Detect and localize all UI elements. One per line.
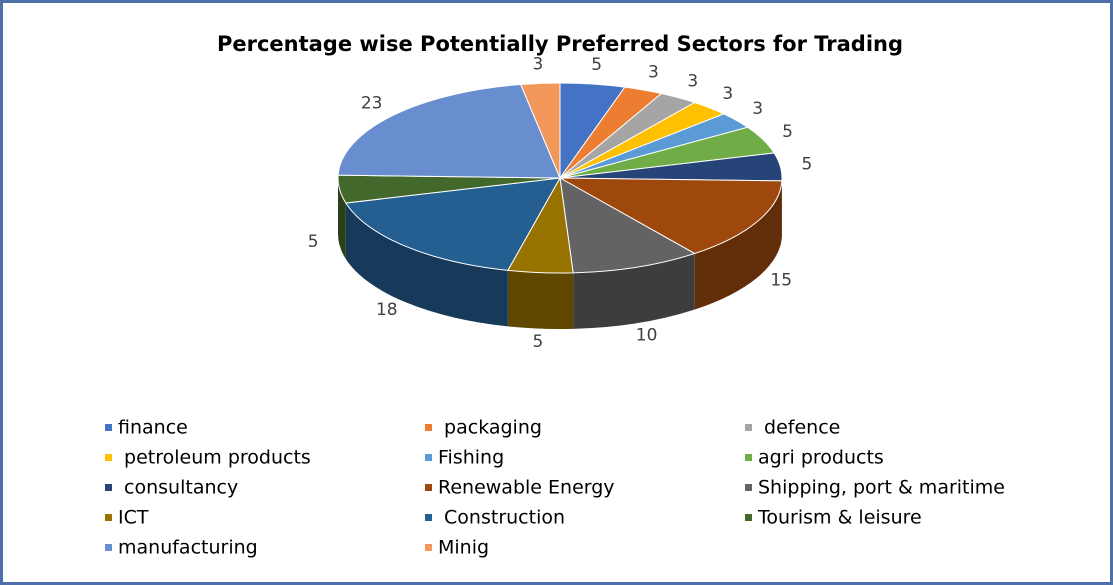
legend-swatch [745,514,752,521]
slice-side [573,253,695,329]
slice-side [507,270,574,329]
legend-swatch [745,424,752,431]
legend-swatch [105,454,112,461]
data-label: 5 [591,55,602,75]
legend-label: finance [118,417,188,439]
slice-side [345,203,508,327]
legend-label: ICT [118,507,149,529]
legend-swatch [105,544,112,551]
legend-label: Renewable Energy [438,477,615,499]
slice-side [338,178,346,260]
legend-label: defence [758,417,840,439]
legend-label: packaging [438,417,542,439]
legend-label: manufacturing [118,537,258,559]
data-label: 3 [752,99,763,119]
legend-label: consultancy [118,477,238,499]
legend-swatch [745,484,752,491]
legend-label: Construction [438,507,565,529]
data-label: 3 [533,54,544,74]
legend-label: petroleum products [118,447,311,469]
data-label: 10 [636,325,658,345]
legend-swatch [105,514,112,521]
legend-swatch [745,454,752,461]
legend-label: agri products [758,447,884,469]
slice [337,83,561,179]
data-label: 3 [648,62,659,82]
slice [520,82,561,179]
data-label: 5 [801,155,812,175]
data-label: 23 [361,94,383,114]
data-label: 15 [770,270,792,290]
data-label: 3 [687,72,698,92]
slice [559,177,696,274]
data-label: 3 [722,84,733,104]
legend-swatch [425,514,432,521]
legend-swatch [425,454,432,461]
data-label: 5 [782,122,793,142]
legend-swatch [425,424,432,431]
data-label: 18 [376,300,398,320]
data-label: 5 [308,232,319,252]
legend-label: Tourism & leisure [757,507,922,529]
legend-swatch [425,544,432,551]
legend-swatch [105,424,112,431]
slice-side [694,180,782,310]
slice [559,177,783,255]
legend-label: Shipping, port & maritime [758,477,1005,499]
data-label: 5 [533,332,544,352]
legend-swatch [425,484,432,491]
legend-label: Minig [438,537,489,559]
legend-label: Fishing [438,447,504,469]
slice [344,177,561,271]
chart-title: Percentage wise Potentially Preferred Se… [217,32,903,56]
legend-swatch [105,484,112,491]
